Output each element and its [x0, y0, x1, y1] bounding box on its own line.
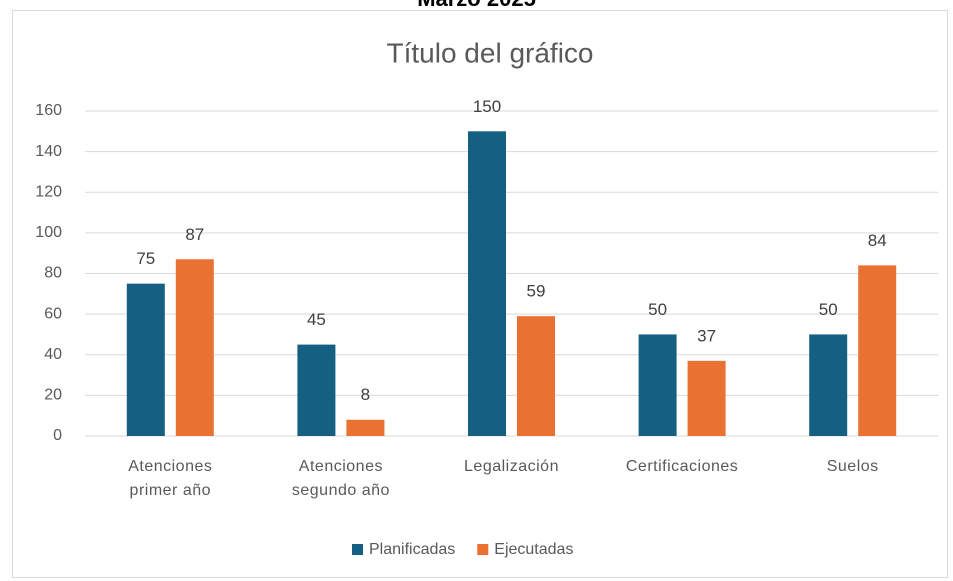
bar — [346, 419, 385, 436]
y-tick-label: 40 — [44, 346, 62, 363]
bar — [687, 360, 726, 436]
y-tick-label: 160 — [35, 102, 62, 119]
y-tick-label: 20 — [44, 387, 62, 404]
bar — [175, 259, 214, 436]
data-label: 45 — [307, 310, 326, 329]
bar — [638, 334, 677, 436]
chart-title: Título del gráfico — [387, 37, 594, 68]
bar — [468, 131, 506, 436]
legend-label: Ejecutadas — [494, 541, 573, 558]
legend-label: Planificadas — [369, 541, 455, 558]
legend-swatch — [352, 544, 363, 555]
data-label: 50 — [648, 300, 667, 319]
header: Marzo 2025 — [0, 0, 953, 12]
x-tick-label: Atenciones segundo año — [291, 458, 390, 499]
x-tick-label: Legalización — [464, 458, 559, 475]
bar — [297, 344, 336, 436]
data-label: 150 — [473, 97, 501, 116]
chart-frame — [12, 10, 948, 578]
data-label: 37 — [697, 326, 716, 345]
legend-swatch — [477, 544, 489, 555]
bar — [517, 316, 555, 436]
y-tick-label: 140 — [35, 143, 62, 160]
bar — [809, 334, 848, 436]
data-label: 75 — [136, 249, 155, 268]
y-tick-label: 100 — [35, 224, 62, 241]
y-tick-label: 80 — [44, 265, 62, 282]
data-label: 8 — [361, 385, 370, 404]
data-label: 87 — [185, 225, 204, 244]
y-tick-label: 60 — [44, 305, 62, 322]
bar — [126, 283, 165, 436]
data-label: 84 — [868, 231, 887, 250]
x-tick-label: Suelos — [826, 458, 879, 475]
y-tick-label: 120 — [35, 183, 62, 200]
data-label: 50 — [819, 300, 838, 319]
data-label: 59 — [527, 282, 546, 301]
x-tick-label: Atenciones primer año — [128, 458, 213, 499]
bar — [858, 265, 897, 436]
y-tick-label: 0 — [53, 427, 62, 444]
x-tick-label: Certificaciones — [625, 458, 739, 475]
